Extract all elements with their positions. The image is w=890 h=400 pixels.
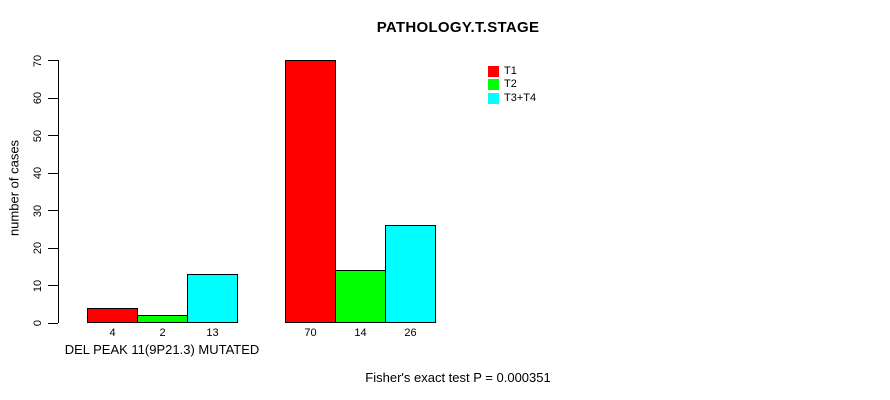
y-axis-tick [48, 60, 58, 61]
bar [87, 308, 138, 323]
legend-swatch [488, 79, 499, 91]
y-axis-tick [48, 247, 58, 249]
fisher-test-annotation: Fisher's exact test P = 0.000351 [365, 370, 551, 385]
y-axis-tick [48, 322, 58, 324]
legend-label: T1 [504, 65, 517, 77]
bar-value-label: 4 [109, 327, 116, 339]
chart-title: PATHOLOGY.T.STAGE [376, 19, 540, 36]
y-axis-tick-label: 0 [32, 319, 44, 327]
legend-label: T2 [504, 78, 517, 91]
y-axis-tick-label: 30 [32, 204, 44, 217]
y-axis-title: number of cases [6, 139, 22, 237]
bar [187, 274, 238, 323]
bar [285, 60, 336, 323]
bar-value-label: 14 [354, 327, 367, 339]
y-axis-tick-label: 50 [32, 129, 44, 142]
y-axis-tick [48, 135, 58, 136]
bar-value-label: 2 [159, 327, 166, 339]
y-axis-tick-label: 70 [32, 54, 44, 67]
bar [137, 315, 188, 323]
y-axis-tick-label: 60 [32, 91, 44, 105]
y-axis-tick [48, 210, 58, 211]
x-group-label: DEL PEAK 11(9P21.3) MUTATED [64, 342, 260, 357]
bar-value-label: 70 [304, 327, 317, 339]
legend-swatch [488, 66, 499, 77]
legend-swatch [488, 92, 499, 104]
legend-label: T3+T4 [504, 91, 537, 104]
y-axis-line [58, 60, 59, 323]
y-axis-tick-label: 10 [32, 279, 44, 292]
y-axis-tick [48, 172, 58, 174]
y-axis-tick [48, 285, 58, 286]
bar-value-label: 26 [404, 327, 417, 339]
y-axis-tick [48, 97, 58, 99]
y-axis-tick-label: 40 [32, 166, 44, 180]
bar [335, 270, 386, 323]
bar [385, 225, 436, 323]
bar-value-label: 13 [206, 327, 219, 339]
y-axis-tick-label: 20 [32, 241, 44, 255]
